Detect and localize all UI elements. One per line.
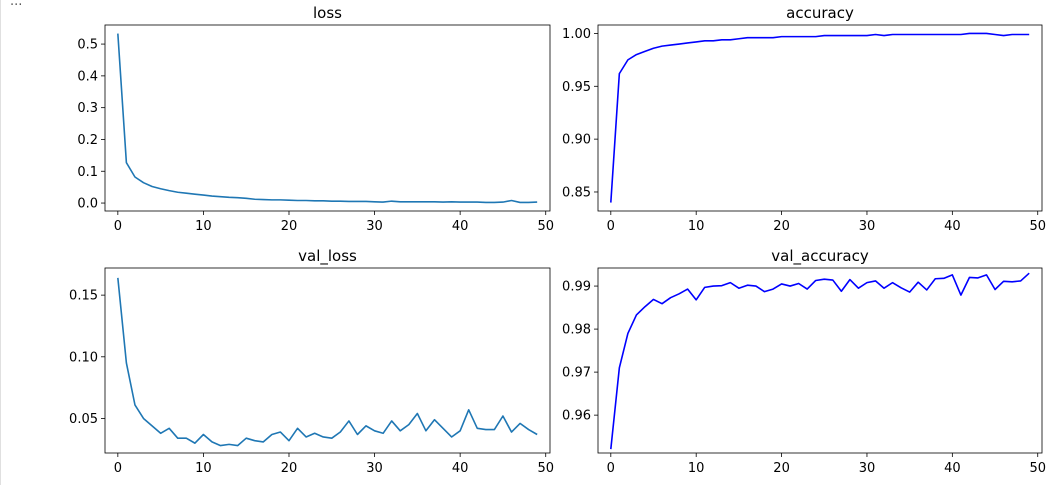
val-loss-subplot: val_loss 0 10 20 30 40 50 0.05 0.10 0.15 xyxy=(69,247,554,476)
accuracy-ytick-label: 0.95 xyxy=(562,80,591,95)
loss-title: loss xyxy=(313,4,342,22)
val-accuracy-axes-frame xyxy=(597,267,1043,454)
loss-xtick-label: 20 xyxy=(281,219,298,234)
val-accuracy-ytick-label: 0.99 xyxy=(562,280,591,295)
val-accuracy-title: val_accuracy xyxy=(771,247,869,266)
accuracy-ytick-label: 0.85 xyxy=(562,185,591,200)
accuracy-subplot: accuracy 0 10 20 30 40 50 0.85 0.90 0.95 1.00 xyxy=(562,4,1046,234)
cell-left-border xyxy=(0,0,1,485)
accuracy-ytick-label: 1.00 xyxy=(562,27,591,42)
accuracy-xtick-label: 20 xyxy=(773,219,790,234)
accuracy-xtick-label: 30 xyxy=(859,219,876,234)
loss-xtick-label: 0 xyxy=(114,219,122,234)
accuracy-series-line xyxy=(610,32,1030,203)
val-loss-xtick-label: 0 xyxy=(114,461,122,476)
loss-subplot: loss 0 10 20 30 40 50 0.0 0.1 0.2 0.3 0.4 0.5 xyxy=(77,4,554,234)
loss-series-line xyxy=(117,33,538,204)
val-loss-series-line xyxy=(117,277,538,447)
loss-xtick-label: 30 xyxy=(366,219,383,234)
val-accuracy-xtick-label: 20 xyxy=(773,461,790,476)
loss-ytick-label: 0.4 xyxy=(77,69,98,84)
val-accuracy-xtick-label: 10 xyxy=(688,461,705,476)
loss-ytick-label: 0.5 xyxy=(77,38,98,53)
val-loss-xtick-label: 30 xyxy=(366,461,383,476)
accuracy-xtick-label: 40 xyxy=(944,219,961,234)
val-loss-ytick-label: 0.05 xyxy=(69,412,98,427)
val-loss-xtick-label: 20 xyxy=(281,461,298,476)
loss-xtick-label: 50 xyxy=(537,219,554,234)
accuracy-xtick-label: 10 xyxy=(688,219,705,234)
val-loss-xtick-label: 50 xyxy=(537,461,554,476)
accuracy-xtick-label: 50 xyxy=(1029,219,1046,234)
loss-axes-frame xyxy=(104,24,551,212)
loss-ytick-label: 0.2 xyxy=(77,133,98,148)
val-accuracy-xtick-label: 50 xyxy=(1029,461,1046,476)
loss-ytick-label: 0.1 xyxy=(77,165,98,180)
collapsed-output-ellipsis[interactable]: ... xyxy=(10,0,23,9)
loss-xtick-label: 40 xyxy=(452,219,469,234)
accuracy-xtick-label: 0 xyxy=(607,219,615,234)
accuracy-axes-frame xyxy=(597,24,1043,212)
val-accuracy-ytick-label: 0.98 xyxy=(562,323,591,338)
val-loss-ytick-label: 0.15 xyxy=(69,289,98,304)
loss-ytick-label: 0.0 xyxy=(77,197,98,212)
val-accuracy-subplot: val_accuracy 0 10 20 30 40 50 0.96 0.97 0.98 0.99 xyxy=(562,247,1046,476)
val-accuracy-xtick-label: 40 xyxy=(944,461,961,476)
val-accuracy-xtick-label: 30 xyxy=(859,461,876,476)
val-loss-title: val_loss xyxy=(298,247,357,266)
accuracy-title: accuracy xyxy=(786,4,854,22)
val-accuracy-xtick-label: 0 xyxy=(607,461,615,476)
val-accuracy-series-line xyxy=(610,272,1030,450)
val-loss-axes-frame xyxy=(104,267,551,454)
val-accuracy-ytick-label: 0.96 xyxy=(562,409,591,424)
val-loss-xtick-label: 40 xyxy=(452,461,469,476)
val-accuracy-ytick-label: 0.97 xyxy=(562,366,591,381)
accuracy-ytick-label: 0.90 xyxy=(562,133,591,148)
loss-xtick-label: 10 xyxy=(195,219,212,234)
loss-ytick-label: 0.3 xyxy=(77,101,98,116)
val-loss-ytick-label: 0.10 xyxy=(69,350,98,365)
val-loss-xtick-label: 10 xyxy=(195,461,212,476)
